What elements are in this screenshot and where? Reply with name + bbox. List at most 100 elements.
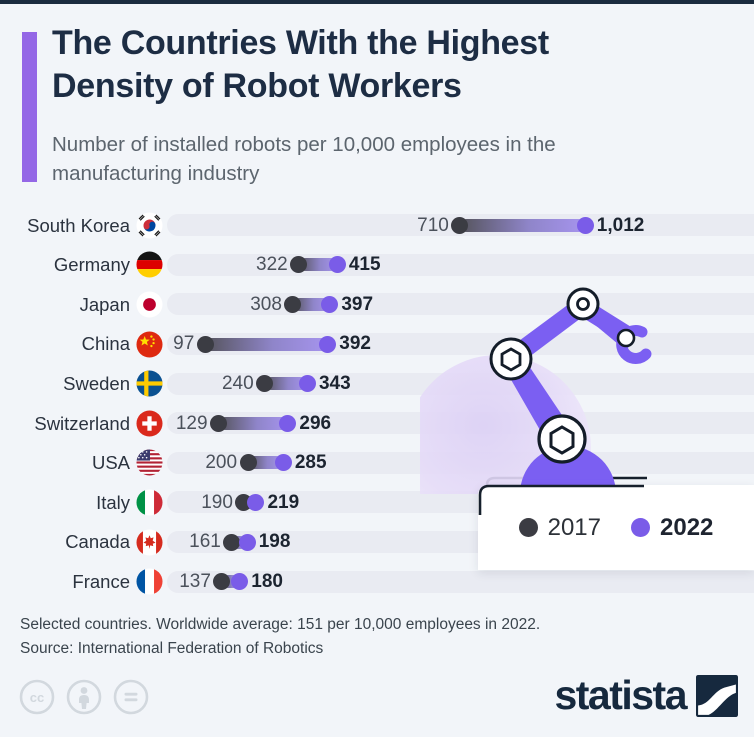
- statista-logo-icon: [696, 674, 738, 717]
- value-2017: 97: [173, 333, 195, 355]
- chart-row: Germany 322 415: [0, 245, 754, 285]
- robot-wrist: [616, 328, 636, 348]
- dot-2022: [238, 533, 256, 551]
- dot-2022: [321, 295, 339, 313]
- title-line-2: Density of Robot Workers: [52, 67, 462, 105]
- dot-2017: [451, 216, 469, 234]
- value-2017: 240: [221, 372, 254, 394]
- source-line: Source: International Federation of Robo…: [20, 640, 324, 657]
- value-2017: 308: [250, 293, 282, 315]
- joint-elbow: [489, 337, 533, 381]
- dot-2017: [210, 414, 228, 432]
- dumbbell-connector: [459, 218, 586, 232]
- country-label: Italy: [96, 491, 130, 513]
- flag-icon-de: [136, 251, 163, 278]
- value-2022: 392: [339, 333, 371, 355]
- legend-item-2017: 2017: [518, 513, 601, 542]
- value-2017: 710: [417, 214, 449, 236]
- value-2022: 285: [294, 452, 327, 474]
- flag-icon-it: [136, 489, 163, 516]
- dumbbell-connector: [292, 297, 330, 311]
- dot-2017: [290, 256, 308, 274]
- dot-2017: [223, 533, 241, 551]
- legend-dot-2017: [518, 518, 538, 537]
- robot-gripper: [616, 325, 652, 364]
- dumbbell-connector: [218, 416, 288, 430]
- value-2017: 190: [201, 491, 233, 513]
- dot-2017: [256, 375, 274, 393]
- page-subtitle: Number of installed robots per 10,000 em…: [52, 133, 556, 185]
- dot-2017: [196, 335, 214, 353]
- page-title: The Countries With the Highest Density o…: [52, 22, 549, 108]
- dot-2017: [213, 573, 231, 591]
- value-2022: 343: [318, 372, 351, 394]
- value-2022: 198: [258, 531, 291, 553]
- dumbbell-connector: [248, 456, 284, 470]
- cc-icon: cc: [19, 679, 55, 715]
- dumbbell-connector: [205, 337, 328, 351]
- dot-2022: [576, 216, 594, 234]
- footnote: Selected countries. Worldwide average: 1…: [20, 616, 541, 633]
- value-2022: 219: [267, 491, 300, 513]
- chart-row: South Korea 710 1,012: [0, 206, 754, 246]
- value-2022: 397: [341, 293, 374, 315]
- value-2017: 129: [175, 412, 208, 434]
- joint-lower-hex: [549, 425, 575, 455]
- dot-2022: [247, 493, 265, 511]
- statista-logo-text: statista: [554, 672, 687, 718]
- legend-card: 2017 2022: [478, 484, 754, 570]
- dot-2022: [231, 573, 249, 591]
- dot-2022: [328, 256, 346, 274]
- flag-icon-ch: [136, 410, 163, 437]
- title-line-1: The Countries With the Highest: [52, 24, 549, 62]
- country-label: China: [81, 333, 130, 355]
- chart-row: Japan 308 397: [0, 285, 754, 325]
- legend-dot-2022: [631, 518, 650, 537]
- joint-elbow-hex: [500, 347, 522, 372]
- value-2022: 180: [251, 570, 283, 592]
- statista-branding: statista: [554, 672, 738, 719]
- country-label: Sweden: [63, 372, 130, 394]
- flag-icon-cn: [136, 331, 163, 358]
- joint-shoulder-core: [576, 297, 590, 311]
- chart-row: China 97 392: [0, 324, 754, 364]
- robot-base-dome: [520, 446, 616, 494]
- attribution-icon: [66, 679, 102, 715]
- license-icons: cc: [18, 678, 150, 716]
- value-2022: 415: [348, 254, 381, 276]
- country-label: Switzerland: [34, 412, 130, 434]
- country-label: Germany: [53, 254, 130, 276]
- country-label: Japan: [79, 293, 130, 315]
- dumbbell-connector: [298, 258, 338, 272]
- legend-label: 2017: [547, 513, 601, 541]
- country-label: Canada: [65, 531, 130, 553]
- country-label: France: [72, 570, 130, 592]
- flag-icon-kr: [136, 212, 163, 239]
- value-2017: 161: [189, 531, 221, 553]
- dot-2017: [284, 295, 302, 313]
- flag-icon-se: [136, 370, 163, 397]
- country-label: USA: [91, 452, 130, 474]
- dot-2022: [279, 414, 297, 432]
- title-accent-bar: [22, 32, 37, 182]
- value-2022: 1,012: [596, 214, 645, 236]
- svg-text:cc: cc: [30, 690, 44, 705]
- flag-icon-us: [136, 449, 163, 476]
- dot-2022: [274, 454, 292, 472]
- joint-shoulder: [566, 287, 600, 321]
- robot-arm-illustration: [420, 287, 652, 494]
- flag-icon-jp: [136, 291, 163, 318]
- legend-label: 2022: [660, 513, 714, 541]
- value-2017: 200: [205, 452, 238, 474]
- flag-icon-ca: [136, 529, 163, 556]
- joint-lower: [537, 414, 587, 464]
- legend-card-border: [478, 484, 644, 515]
- country-label: South Korea: [27, 214, 130, 236]
- value-2017: 322: [256, 254, 288, 276]
- chart-row: France 137 180: [0, 562, 754, 602]
- dumbbell-connector: [264, 377, 308, 391]
- dot-2022: [298, 375, 316, 393]
- flag-icon-fr: [136, 568, 163, 595]
- dot-2017: [239, 454, 257, 472]
